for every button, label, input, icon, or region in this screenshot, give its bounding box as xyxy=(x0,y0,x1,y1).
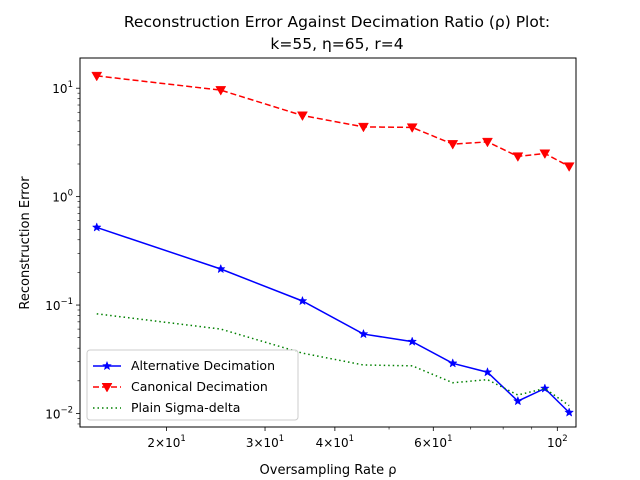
data-point-canonical xyxy=(91,71,103,82)
x-tick-label: 4×101 xyxy=(316,434,354,450)
chart-title-line-2: k=55, η=65, r=4 xyxy=(270,35,403,53)
x-tick-label: 2×101 xyxy=(147,434,185,450)
data-point-alternative xyxy=(358,328,369,339)
legend-label-canonical: Canonical Decimation xyxy=(131,379,268,394)
legend-box xyxy=(86,349,299,421)
data-point-canonical xyxy=(539,149,551,159)
y-tick-label: 101 xyxy=(52,80,73,96)
data-point-canonical xyxy=(482,137,493,148)
ticks-layer: 2×101 3×101 4×101 6×101 102 101 100 10−1 10−2 xyxy=(45,80,567,450)
legend-label-alternative: Alternative Decimation xyxy=(131,358,275,373)
x-tick-label: 6×101 xyxy=(414,434,452,450)
data-point-alternative xyxy=(447,358,458,368)
y-tick-label: 10−1 xyxy=(45,297,73,313)
data-point-alternative xyxy=(482,367,493,377)
data-point-canonical xyxy=(563,162,575,172)
plot-frame xyxy=(79,57,577,428)
legend-marker-alternative xyxy=(102,360,112,371)
x-tick-label: 3×101 xyxy=(246,434,284,450)
data-point-alternative xyxy=(297,295,308,306)
x-axis-label: Oversampling Rate ρ xyxy=(260,463,397,478)
data-point-alternative xyxy=(564,407,575,417)
data-point-canonical xyxy=(297,111,308,122)
legend-marker-canonical xyxy=(101,383,113,393)
x-tick-label: 102 xyxy=(547,434,568,450)
series-line-alternative xyxy=(96,226,570,414)
data-point-canonical xyxy=(447,140,459,150)
series-line-canonical xyxy=(96,75,570,168)
legend-label-plain: Plain Sigma-delta xyxy=(131,400,240,415)
y-tick-label: 10−2 xyxy=(45,405,73,421)
data-point-alternative xyxy=(215,263,226,274)
data-point-alternative xyxy=(91,222,102,232)
series-line-plain xyxy=(96,313,570,407)
data-point-alternative xyxy=(512,395,523,406)
data-point-canonical xyxy=(406,123,418,133)
y-axis-label: Reconstruction Error xyxy=(18,176,33,310)
chart-title-line-1: Reconstruction Error Against Decimation … xyxy=(124,13,550,31)
data-point-canonical xyxy=(358,122,369,133)
series-layer xyxy=(91,71,575,417)
legend: Alternative Decimation Canonical Decimat… xyxy=(86,349,299,421)
data-point-alternative xyxy=(407,336,418,346)
data-point-canonical xyxy=(215,86,227,96)
y-tick-label: 100 xyxy=(52,189,73,205)
data-point-alternative xyxy=(539,383,550,393)
data-point-canonical xyxy=(512,152,524,162)
